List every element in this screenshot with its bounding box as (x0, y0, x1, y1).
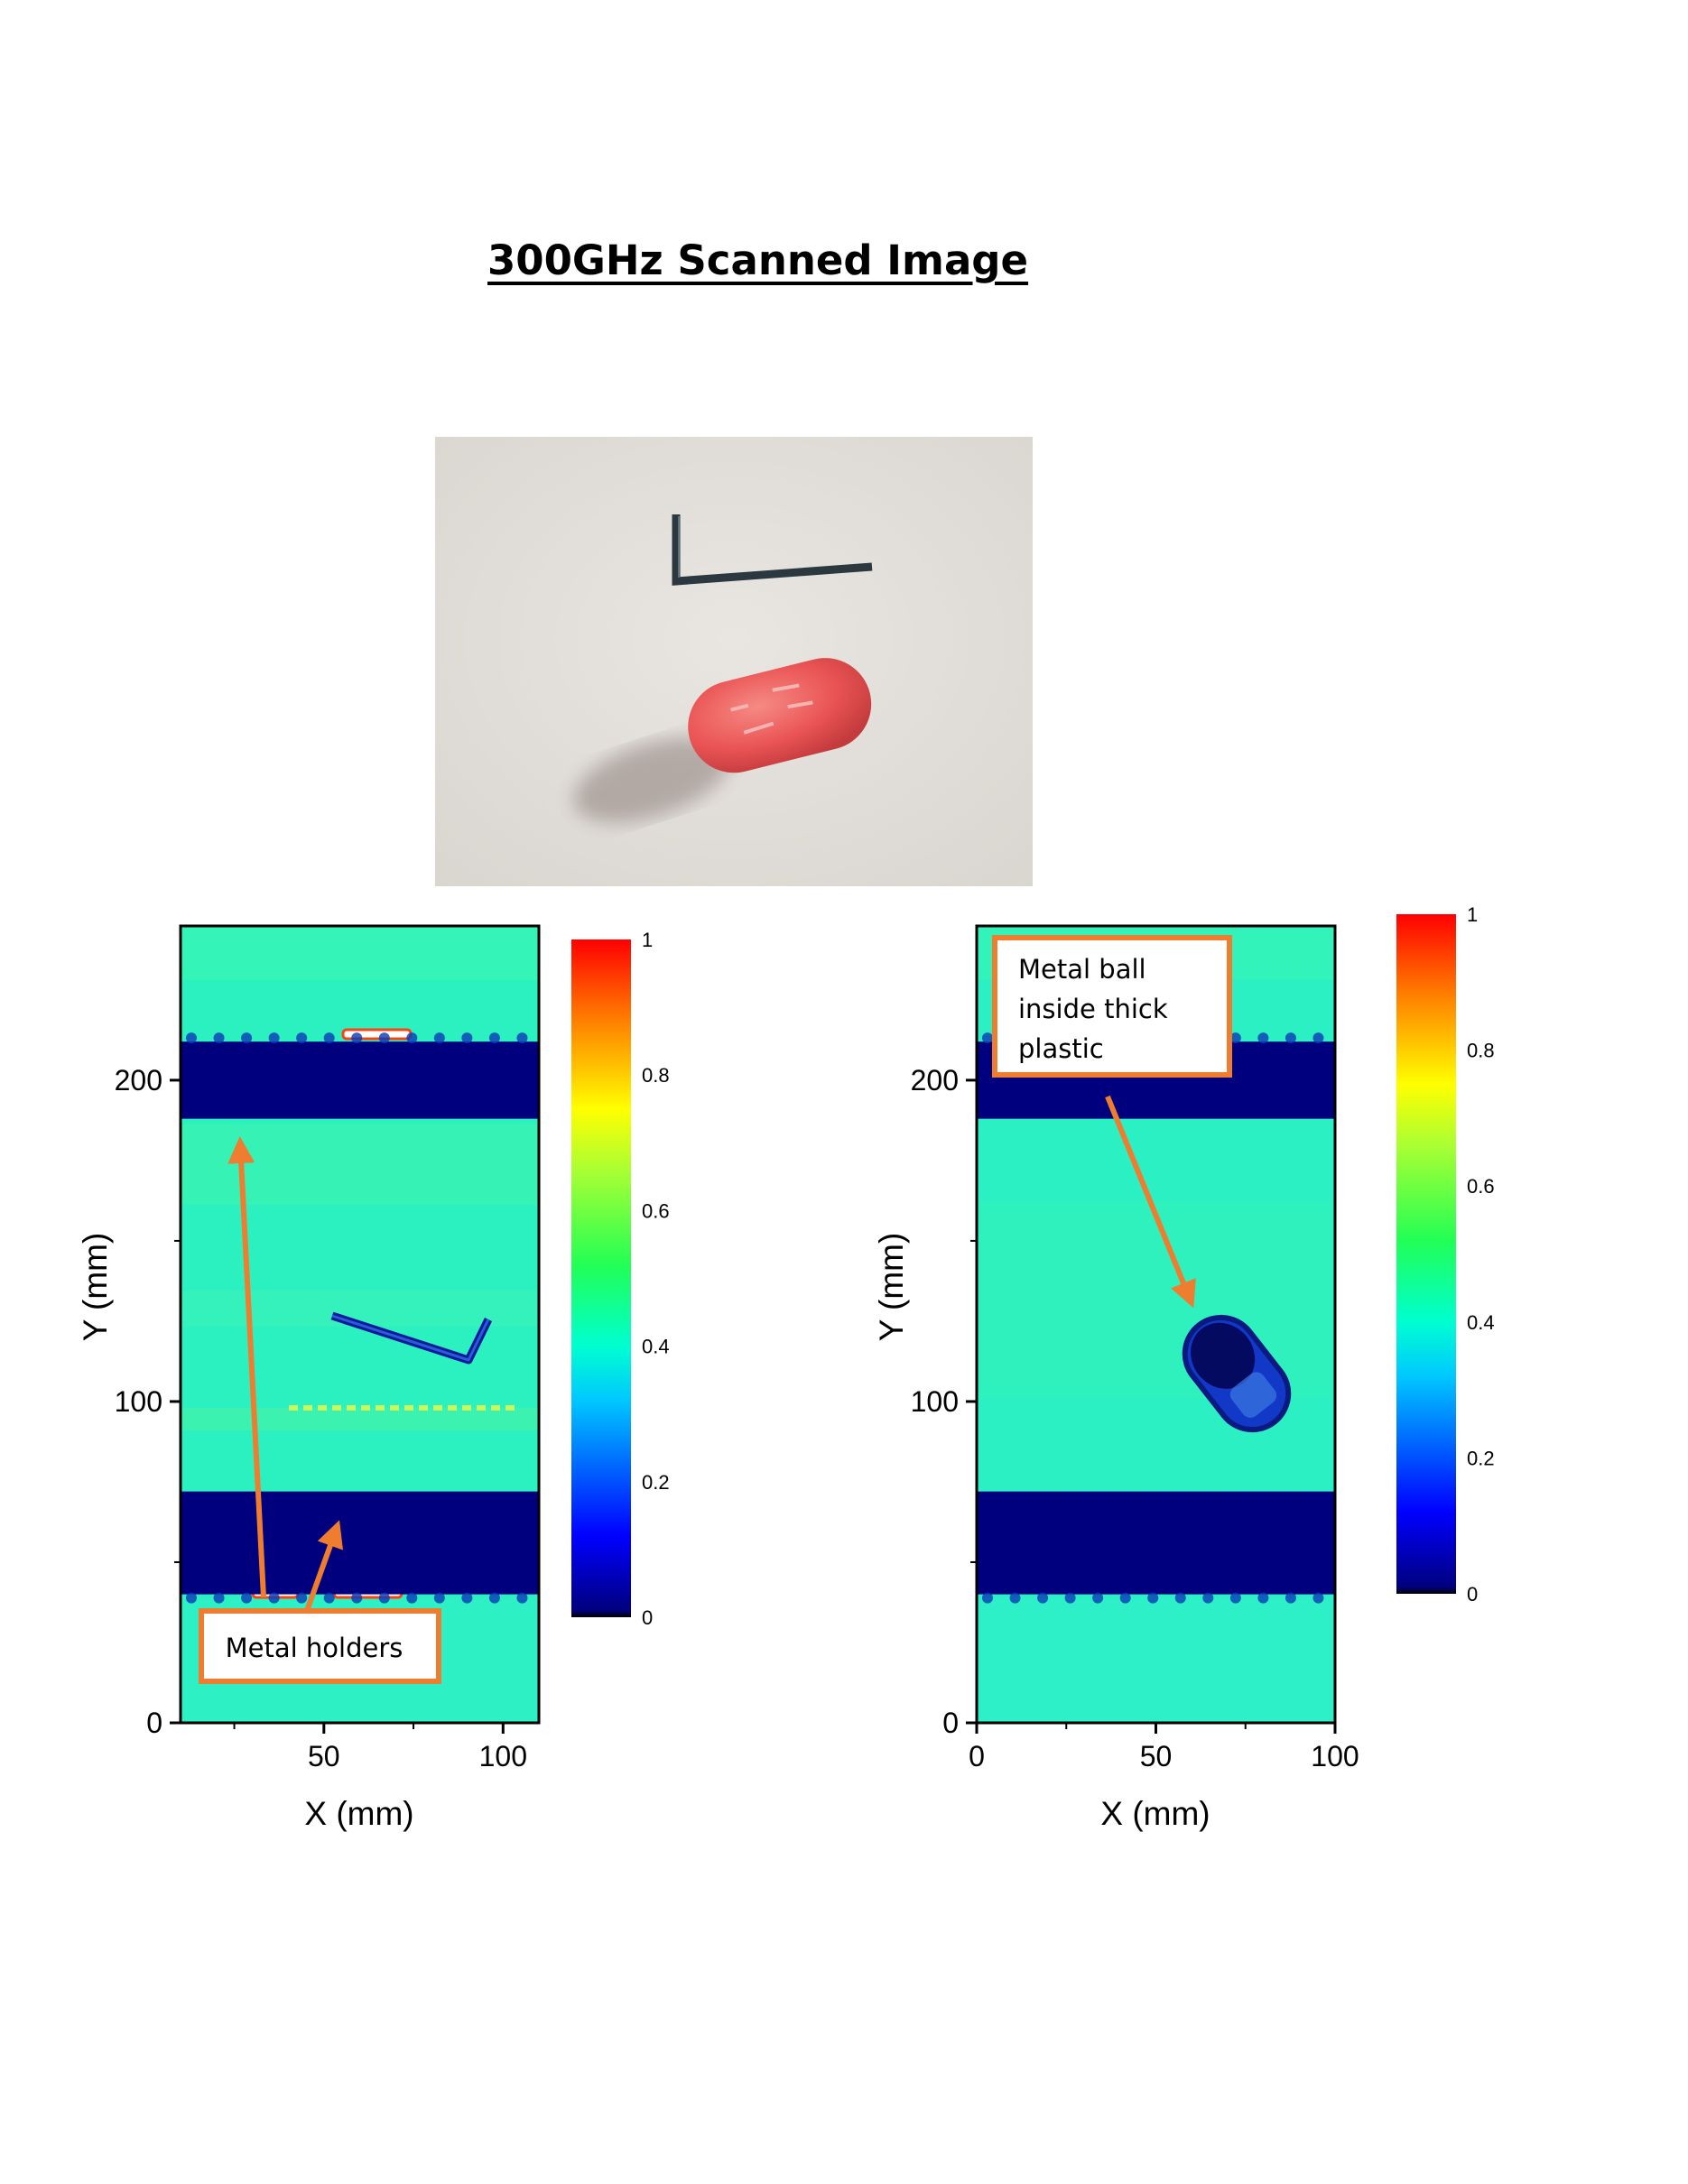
edge-artifact (351, 1592, 363, 1604)
x-axis-label: X (mm) (304, 1795, 413, 1832)
edge-artifact (1257, 1032, 1269, 1044)
edge-artifact (516, 1032, 528, 1044)
edge-artifact (1257, 1592, 1269, 1604)
colorbar-tick-label: 0.8 (1467, 1040, 1495, 1062)
edge-artifact (1285, 1032, 1296, 1044)
allen-key-icon (672, 514, 873, 586)
allen-key-scan-mark (330, 1311, 493, 1365)
object-photo (435, 437, 1033, 886)
edge-artifact (516, 1592, 528, 1604)
edge-artifact (1285, 1592, 1296, 1604)
x-tick-label: 50 (308, 1740, 340, 1772)
edge-artifact (268, 1032, 280, 1044)
edge-artifact (433, 1032, 445, 1044)
edge-artifact (1119, 1592, 1131, 1604)
edge-artifact (213, 1032, 225, 1044)
y-tick-label: 0 (146, 1707, 162, 1739)
edge-artifact (1064, 1592, 1076, 1604)
edge-artifact (1229, 1032, 1241, 1044)
edge-artifact (296, 1592, 308, 1604)
annotation-text: Metal holders (226, 1633, 403, 1663)
edge-artifact (1174, 1592, 1186, 1604)
colorbar-tick-label: 0.2 (642, 1471, 670, 1494)
annotation-metal-holders: Metal holders (199, 1136, 441, 1684)
arrow (304, 1520, 344, 1613)
edge-artifact (213, 1592, 225, 1604)
edge-artifact (296, 1032, 308, 1044)
y-tick-label: 200 (115, 1064, 162, 1097)
colorbar-tick-label: 0.2 (1467, 1447, 1495, 1469)
edge-artifact (461, 1592, 473, 1604)
edge-artifact (1312, 1032, 1324, 1044)
edge-artifact (1229, 1592, 1241, 1604)
y-axis-label: Y (mm) (77, 1233, 114, 1342)
y-tick-label: 100 (911, 1385, 959, 1418)
plot-frame (179, 924, 541, 1725)
page-title: 300GHz Scanned Image (487, 236, 1029, 284)
left-heatmap-plot: 50 100 0 100 200 X (mm) Y (mm) 0 0.2 0.4 0.6 0.8… (77, 924, 670, 1832)
edge-artifact (433, 1592, 445, 1604)
right-heatmap-plot: 0 50 100 0 100 200 X (mm) Y (mm) 0 0.2 0.4 0.6 0.… (873, 903, 1495, 1832)
x-axis-label: X (mm) (1100, 1795, 1210, 1832)
colorbar-tick-label: 0 (642, 1606, 653, 1629)
y-tick-label: 100 (115, 1385, 162, 1418)
edge-artifact (1202, 1592, 1214, 1604)
edge-artifact (406, 1032, 418, 1044)
arrow (227, 1136, 266, 1598)
edge-artifact (406, 1592, 418, 1604)
holder-band (977, 1491, 1335, 1595)
colorbar-tick-label: 0.4 (642, 1336, 670, 1358)
edge-artifact (378, 1032, 390, 1044)
edge-artifact (1009, 1592, 1021, 1604)
colorbar-tick-label: 0 (1467, 1583, 1478, 1606)
edge-artifact (241, 1032, 253, 1044)
x-tick-label: 0 (969, 1740, 985, 1772)
edge-artifact (1037, 1592, 1049, 1604)
colorbar-left: 0 0.2 0.4 0.6 0.8 1 (571, 929, 670, 1629)
x-tick-label: 100 (479, 1740, 527, 1772)
edge-artifact (461, 1032, 473, 1044)
holder-band (181, 1491, 539, 1595)
x-tick-label: 50 (1140, 1740, 1173, 1772)
edge-artifact (323, 1592, 335, 1604)
y-tick-label: 0 (942, 1707, 959, 1739)
colorbar-tick-label: 0.6 (1467, 1175, 1495, 1198)
colorbar-tick-label: 1 (1467, 903, 1478, 926)
edge-artifact (982, 1032, 993, 1044)
capsule-scan-mark (1182, 1314, 1292, 1433)
edge-artifact (1312, 1592, 1324, 1604)
colorbar-tick-label: 0.8 (642, 1064, 670, 1087)
capsule-icon (573, 658, 872, 823)
y-tick-label: 200 (911, 1064, 959, 1097)
annotation-text: Metal ball inside thick plastic (1018, 954, 1168, 1064)
colorbar-tick-label: 1 (642, 929, 653, 951)
edge-artifact (982, 1592, 993, 1604)
edge-artifact (378, 1592, 390, 1604)
edge-artifact (241, 1592, 253, 1604)
edge-artifact (488, 1592, 500, 1604)
edge-artifact (186, 1592, 197, 1604)
edge-artifact (268, 1592, 280, 1604)
holder-band (181, 1041, 539, 1119)
colorbar-right: 0 0.2 0.4 0.6 0.8 1 (1396, 903, 1495, 1606)
annotation-metal-ball: Metal ball inside thick plastic (992, 935, 1232, 1309)
edge-artifact (323, 1032, 335, 1044)
x-tick-label: 100 (1311, 1740, 1359, 1772)
edge-artifact (1092, 1592, 1104, 1604)
edge-artifact (488, 1032, 500, 1044)
arrow (1105, 1095, 1196, 1309)
edge-artifact (1147, 1592, 1159, 1604)
edge-artifact (351, 1032, 363, 1044)
y-axis-label: Y (mm) (873, 1233, 910, 1342)
edge-artifact (186, 1032, 197, 1044)
colorbar-tick-label: 0.4 (1467, 1311, 1495, 1334)
colorbar-tick-label: 0.6 (642, 1199, 670, 1222)
